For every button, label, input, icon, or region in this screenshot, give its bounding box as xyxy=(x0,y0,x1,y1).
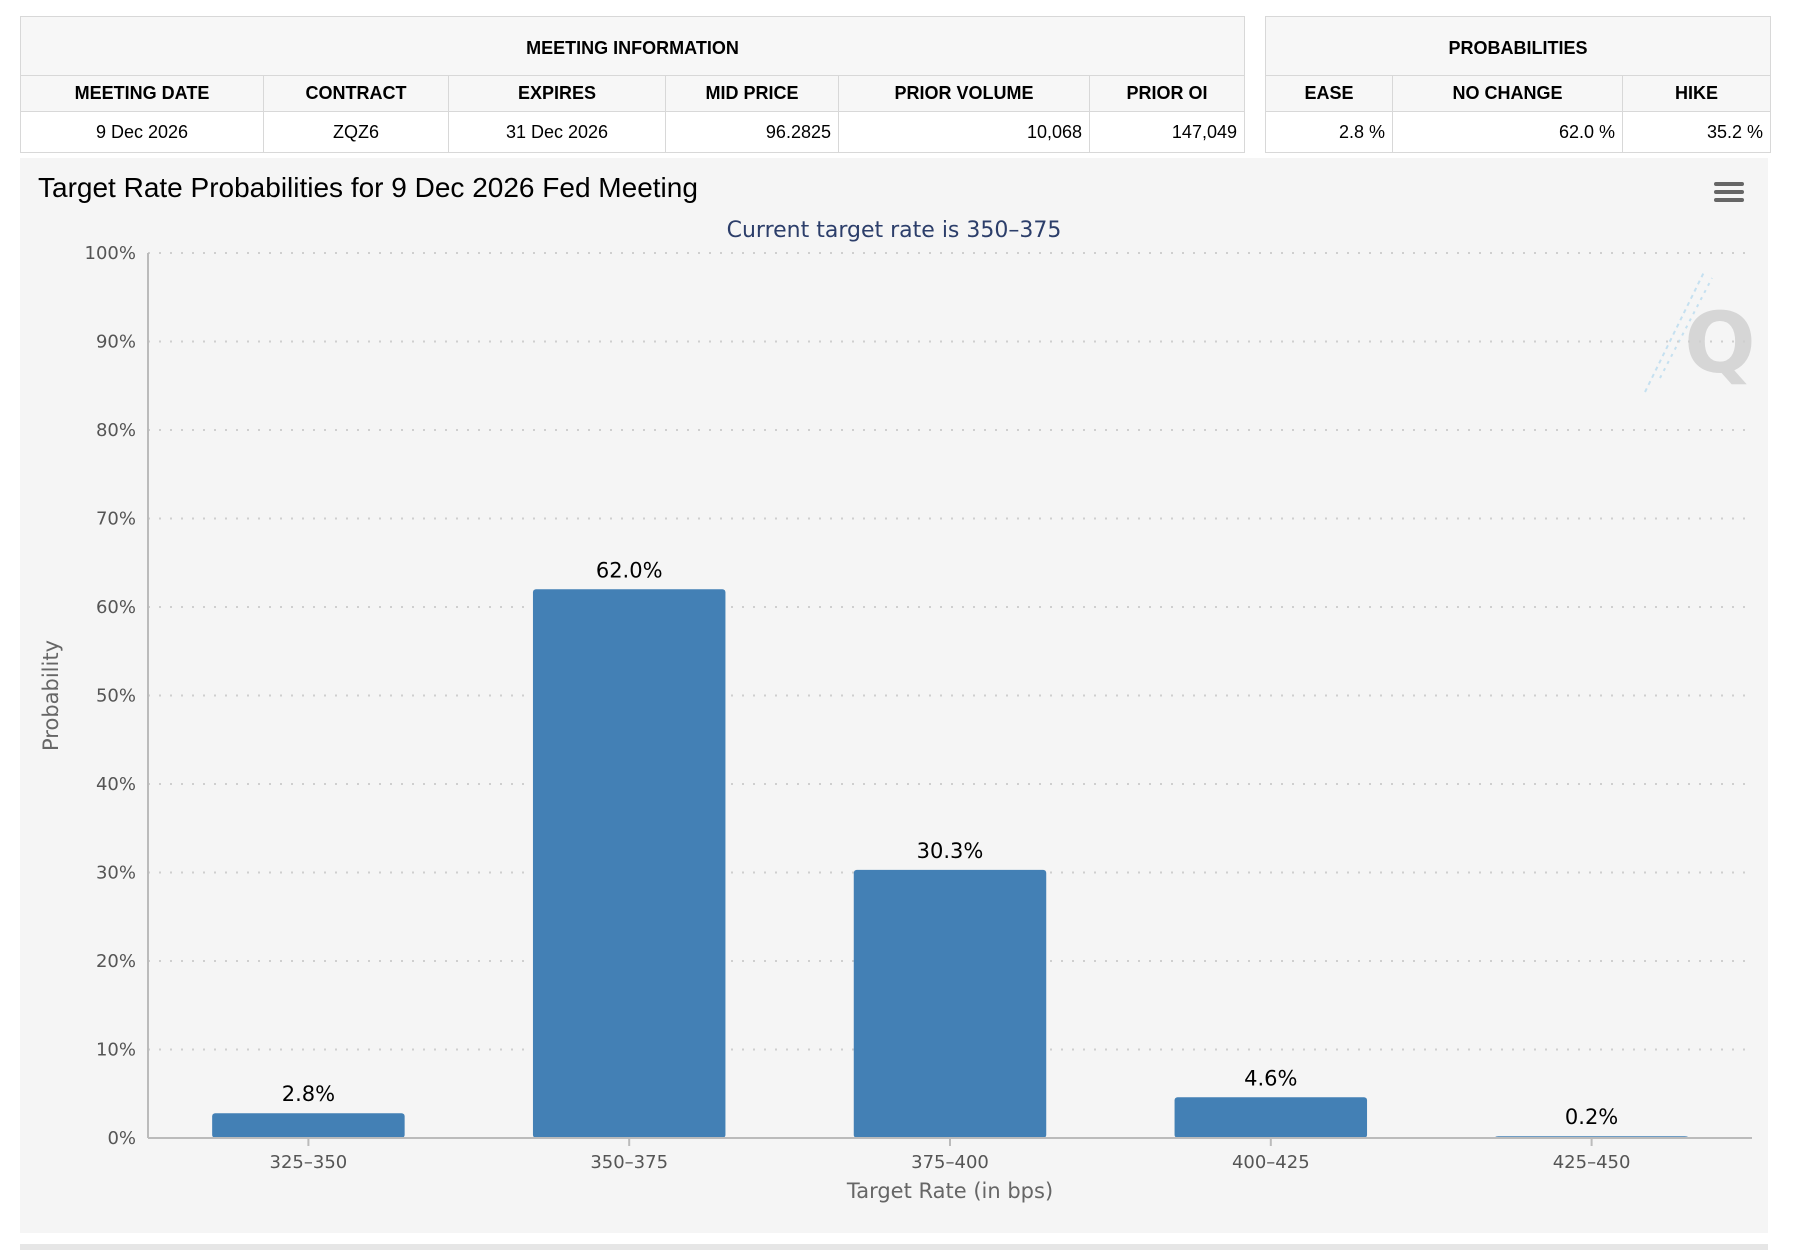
y-axis-title: Probability xyxy=(39,640,63,751)
x-axis-ticks: 325–350 350–375 375–400 400–425 425–450 xyxy=(270,1138,1631,1173)
bar-chart: Target Rate Probabilities for 9 Dec 2026… xyxy=(38,172,1756,1203)
y-tick-label: 20% xyxy=(96,951,136,972)
probabilities-title: PROBABILITIES xyxy=(1266,17,1770,76)
data-label: 62.0% xyxy=(596,558,663,582)
bar-375–400[interactable] xyxy=(853,869,1047,1138)
bar-350–375[interactable] xyxy=(532,589,726,1138)
contract-value: ZQZ6 xyxy=(264,112,449,152)
y-tick-label: 30% xyxy=(96,863,136,884)
menu-line-top xyxy=(1714,182,1744,186)
col-ease: EASE xyxy=(1266,76,1393,111)
probabilities-table: PROBABILITIES EASE NO CHANGE HIKE 2.8 % … xyxy=(1265,16,1771,153)
hike-value: 35.2 % xyxy=(1706,121,1763,142)
data-label: 0.2% xyxy=(1565,1105,1618,1129)
data-label: 4.6% xyxy=(1244,1066,1297,1090)
chart-subtitle: Current target rate is 350–375 xyxy=(727,218,1062,243)
bar-400–425[interactable] xyxy=(1174,1097,1368,1138)
x-axis-title: Target Rate (in bps) xyxy=(846,1179,1053,1203)
x-tick-label: 350–375 xyxy=(590,1152,668,1173)
chart-panel: Target Rate Probabilities for 9 Dec 2026… xyxy=(20,158,1768,1233)
watermark-streak-1 xyxy=(1644,269,1706,393)
meeting-date-value: 9 Dec 2026 xyxy=(21,112,264,152)
y-tick-label: 50% xyxy=(96,686,136,707)
meeting-information-title: MEETING INFORMATION xyxy=(21,17,1244,76)
x-tick-label: 425–450 xyxy=(1553,1152,1631,1173)
col-prior-oi: PRIOR OI xyxy=(1126,83,1208,103)
y-tick-label: 80% xyxy=(96,420,136,441)
col-prior-volume: PRIOR VOLUME xyxy=(839,76,1090,111)
y-axis-ticks: 0% 10% 20% 30% 40% 50% 60% 70% 80% 90% 100% xyxy=(85,243,136,1149)
prior-oi-value: 147,049 xyxy=(1171,121,1237,142)
bar-325–350[interactable] xyxy=(212,1113,405,1138)
meeting-data-row: 9 Dec 2026 ZQZ6 31 Dec 2026 96.2825 10,0… xyxy=(21,112,1244,152)
y-tick-label: 10% xyxy=(96,1040,136,1061)
q-logo-watermark-icon: Q xyxy=(1644,269,1756,393)
menu-line-bottom xyxy=(1714,198,1744,202)
expires-value: 31 Dec 2026 xyxy=(449,112,666,152)
mid-price-value: 96.2825 xyxy=(666,112,839,152)
prior-volume-value: 10,068 xyxy=(839,112,1090,152)
col-expires: EXPIRES xyxy=(449,76,666,111)
y-tick-label: 60% xyxy=(96,597,136,618)
data-label: 30.3% xyxy=(917,839,984,863)
no-change-value: 62.0 % xyxy=(1393,112,1623,152)
hamburger-menu-icon[interactable] xyxy=(1710,180,1750,210)
y-tick-label: 0% xyxy=(107,1128,136,1149)
col-mid-price: MID PRICE xyxy=(666,76,839,111)
watermark-streak-2 xyxy=(1659,277,1713,379)
x-tick-label: 325–350 xyxy=(270,1152,348,1173)
col-contract: CONTRACT xyxy=(264,76,449,111)
meeting-information-table: MEETING INFORMATION MEETING DATE CONTRAC… xyxy=(20,16,1245,153)
ease-value: 2.8 % xyxy=(1266,112,1393,152)
y-tick-label: 90% xyxy=(96,332,136,353)
meeting-header-row: MEETING DATE CONTRACT EXPIRES MID PRICE … xyxy=(21,76,1244,112)
y-tick-label: 100% xyxy=(85,243,136,264)
x-tick-label: 375–400 xyxy=(911,1152,989,1173)
data-label: 2.8% xyxy=(282,1082,335,1106)
probabilities-data-row: 2.8 % 62.0 % 35.2 % xyxy=(1266,112,1770,152)
chart-title: Target Rate Probabilities for 9 Dec 2026… xyxy=(38,172,698,203)
watermark-letter-q: Q xyxy=(1684,294,1755,392)
y-tick-label: 40% xyxy=(96,774,136,795)
col-meeting-date: MEETING DATE xyxy=(21,76,264,111)
col-no-change: NO CHANGE xyxy=(1393,76,1623,111)
y-tick-label: 70% xyxy=(96,509,136,530)
bottom-divider xyxy=(20,1244,1768,1250)
bars: 2.8% 62.0% 30.3% 4.6% 0.2% xyxy=(212,558,1688,1138)
probabilities-header-row: EASE NO CHANGE HIKE xyxy=(1266,76,1770,112)
col-hike: HIKE xyxy=(1674,83,1718,103)
menu-line-middle xyxy=(1714,190,1744,194)
x-tick-label: 400–425 xyxy=(1232,1152,1310,1173)
